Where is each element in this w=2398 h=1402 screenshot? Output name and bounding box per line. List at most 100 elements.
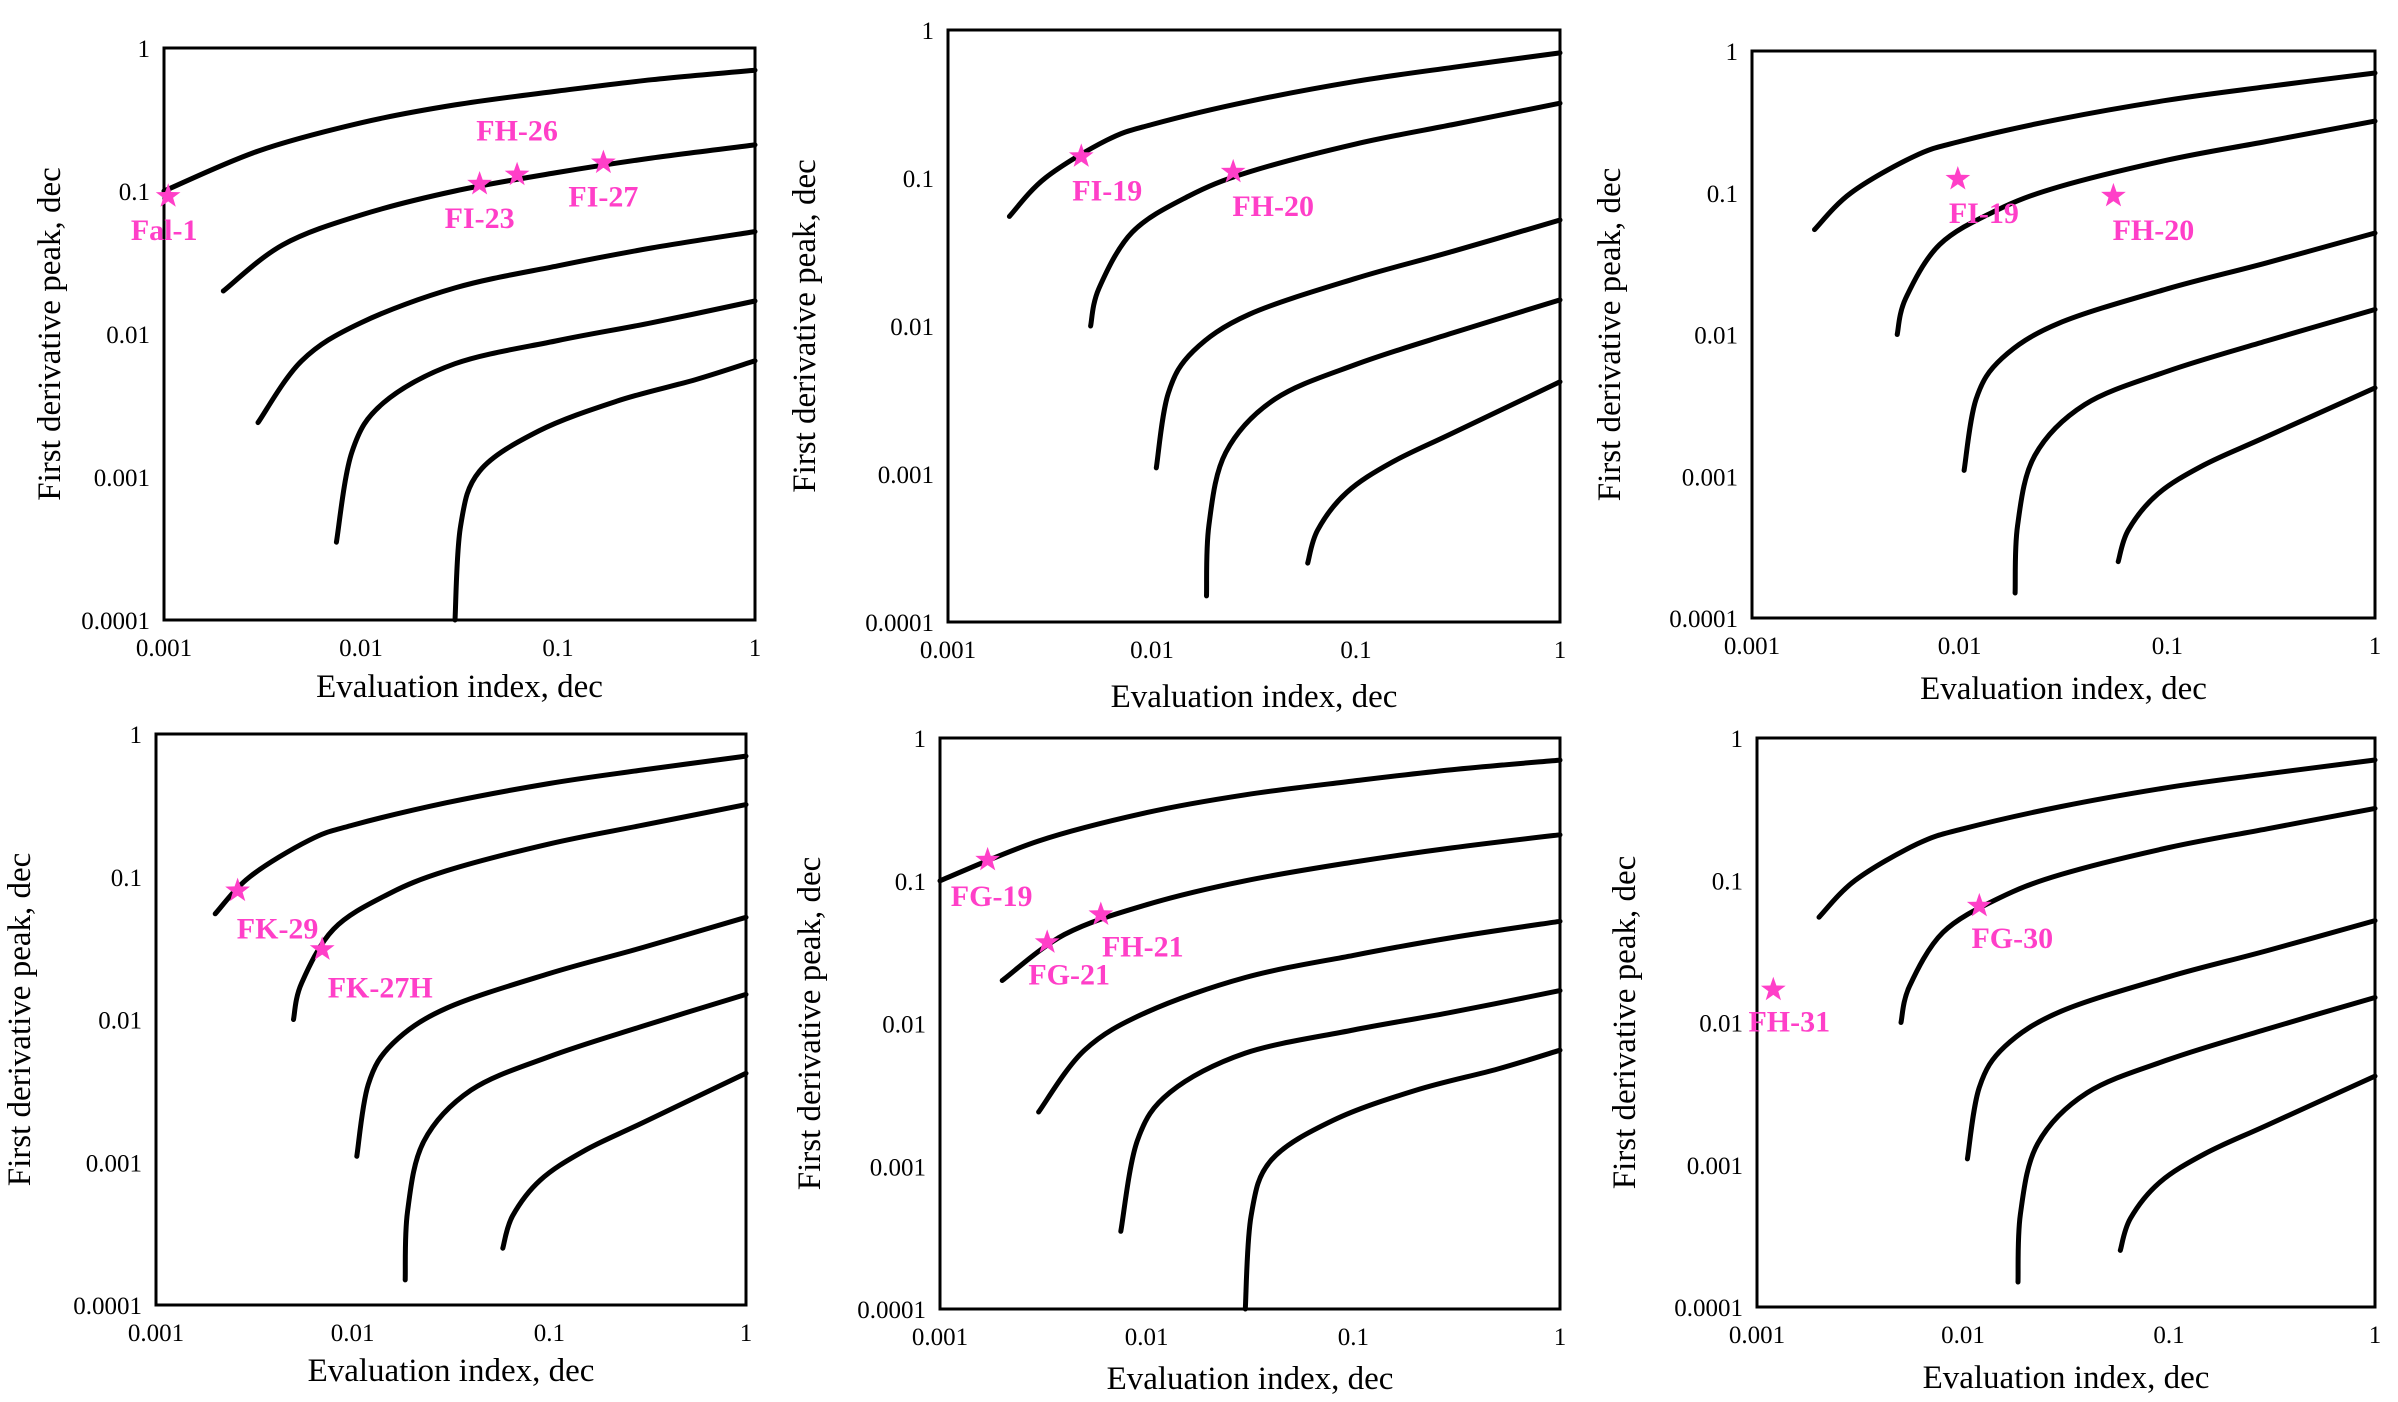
y-tick-label: 0.1 — [1712, 868, 1743, 895]
y-tick-label: 1 — [914, 726, 927, 753]
y-tick-label: 0.1 — [903, 166, 934, 193]
point-label: FI-23 — [445, 202, 515, 235]
y-tick-label: 0.01 — [1694, 323, 1738, 350]
y-tick-label: 1 — [1726, 39, 1739, 66]
curve-line-2 — [220, 142, 758, 294]
y-tick-label: 0.001 — [1687, 1153, 1743, 1180]
curve-line-2 — [999, 832, 1563, 983]
curve-line-1 — [1812, 70, 2378, 233]
curve-line-4 — [2012, 307, 2378, 596]
y-tick-label: 0.01 — [1699, 1011, 1743, 1038]
x-tick-label: 0.1 — [1340, 637, 1371, 664]
curve-line-1 — [1816, 757, 2378, 920]
star-marker-fal-1 — [155, 183, 181, 207]
star-marker-fi-23 — [467, 171, 492, 195]
y-tick-label: 0.001 — [94, 465, 150, 492]
star-marker-fk-29 — [225, 877, 250, 902]
star-marker-fh-21 — [1088, 901, 1114, 925]
y-tick-label: 0.001 — [1682, 464, 1738, 491]
y-axis-title: First derivative peak, dec — [1607, 856, 1643, 1190]
curve-line-5 — [452, 358, 758, 623]
x-tick-label: 0.001 — [1729, 1322, 1785, 1349]
curve-line-3 — [1153, 217, 1563, 471]
point-label: FI-19 — [1072, 174, 1142, 207]
curve-line-4 — [333, 298, 758, 545]
y-tick-label: 0.001 — [86, 1150, 142, 1177]
curve-line-3 — [1964, 918, 2378, 1162]
curve-line-1 — [161, 67, 758, 194]
curve-line-4 — [1118, 988, 1563, 1234]
point-label: FK-27H — [328, 971, 433, 1004]
chart-panel-2: 0.001 0.01 0.1 110.10.010.0010.0001Evaluati… — [787, 18, 1566, 715]
y-tick-label: 0.001 — [878, 462, 934, 489]
curve-line-5 — [2115, 385, 2378, 565]
y-tick-label: 0.1 — [111, 865, 142, 892]
x-axis-title: Evaluation index, dec — [1107, 1361, 1394, 1397]
y-axis-title: First derivative peak, dec — [1592, 168, 1628, 502]
x-tick-label: 0.01 — [1125, 1324, 1169, 1351]
x-tick-label: 0.001 — [1724, 633, 1780, 660]
curve-line-1 — [212, 753, 749, 917]
chart-panel-4: 0.001 0.01 0.1 110.10.010.0010.0001Evaluati… — [2, 722, 752, 1389]
y-tick-label: 0.0001 — [73, 1293, 142, 1320]
x-tick-label: 1 — [740, 1320, 753, 1347]
curve-line-2 — [1894, 118, 2378, 337]
curve-line-3 — [354, 914, 749, 1159]
x-tick-label: 0.01 — [331, 1320, 375, 1347]
curve-line-5 — [1305, 379, 1563, 566]
y-tick-label: 0.0001 — [1674, 1295, 1743, 1322]
star-marker-fh-31 — [1760, 976, 1786, 1001]
chart-panel-3: 0.001 0.01 0.1 110.10.010.0010.0001Evaluati… — [1592, 39, 2381, 707]
point-label: FI-27 — [568, 181, 638, 214]
curve-line-1 — [937, 757, 1563, 884]
point-label: FH-20 — [2113, 214, 2195, 247]
x-tick-label: 0.001 — [136, 635, 192, 662]
plot-frame — [1755, 736, 2377, 1309]
curve-line-2 — [1898, 805, 2378, 1025]
x-axis-title: Evaluation index, dec — [308, 1353, 595, 1389]
x-tick-label: 0.01 — [339, 635, 383, 662]
curve-line-3 — [255, 229, 758, 426]
curve-line-4 — [2015, 995, 2378, 1285]
x-tick-label: 0.001 — [912, 1324, 968, 1351]
y-tick-label: 0.01 — [882, 1012, 926, 1039]
x-tick-label: 1 — [1554, 637, 1567, 664]
curve-line-3 — [1961, 230, 2378, 473]
point-label: FG-21 — [1028, 958, 1110, 991]
x-tick-label: 1 — [749, 635, 762, 662]
x-tick-label: 0.001 — [920, 637, 976, 664]
plot-frame — [938, 736, 1562, 1311]
point-label: FH-26 — [476, 115, 558, 148]
curve-line-4 — [402, 991, 749, 1283]
y-tick-label: 0.01 — [98, 1008, 142, 1035]
star-marker-fg-19 — [975, 846, 1000, 871]
star-marker-fg-21 — [1034, 929, 1060, 953]
y-tick-label: 1 — [138, 36, 151, 63]
x-tick-label: 0.001 — [128, 1320, 184, 1347]
y-tick-label: 0.0001 — [81, 608, 150, 635]
curve-line-1 — [1006, 50, 1563, 219]
x-tick-label: 0.01 — [1941, 1322, 1985, 1349]
x-tick-label: 0.01 — [1130, 637, 1174, 664]
curve-line-5 — [1242, 1047, 1563, 1312]
curve-line-5 — [2117, 1073, 2378, 1253]
point-label: FH-31 — [1748, 1006, 1830, 1039]
x-tick-label: 0.01 — [1938, 633, 1982, 660]
x-tick-label: 0.1 — [1338, 1324, 1369, 1351]
star-marker-fg-30 — [1966, 892, 1992, 917]
y-tick-label: 0.01 — [106, 322, 150, 349]
curve-line-2 — [291, 802, 749, 1022]
y-axis-title: First derivative peak, dec — [787, 159, 823, 493]
curve-line-4 — [1204, 297, 1563, 599]
y-tick-label: 0.1 — [119, 179, 150, 206]
curve-line-3 — [1036, 918, 1563, 1115]
x-axis-title: Evaluation index, dec — [1920, 671, 2207, 707]
y-tick-label: 0.0001 — [1669, 606, 1738, 633]
point-label: FH-21 — [1102, 931, 1184, 964]
y-tick-label: 0.0001 — [865, 610, 934, 637]
curve-line-5 — [500, 1070, 749, 1251]
y-axis-title: First derivative peak, dec — [2, 853, 38, 1187]
point-label: FH-20 — [1232, 190, 1314, 223]
chart-panel-1: 0.001 0.01 0.1 110.10.010.0010.0001Evaluati… — [32, 36, 761, 705]
